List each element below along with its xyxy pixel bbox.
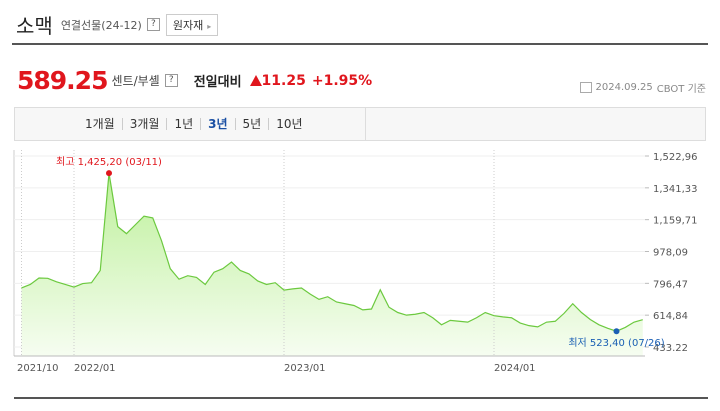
y-tick-label: 1,522,96 [653, 152, 698, 163]
y-tick-label: 614,84 [653, 311, 688, 322]
button-label: 원자재 [172, 18, 204, 32]
y-tick-label: 796,47 [653, 279, 688, 290]
divider [14, 397, 708, 399]
y-tick-label: 1,341,33 [653, 184, 698, 195]
tab[interactable]: 5년 [234, 118, 269, 130]
calendar-icon [579, 82, 592, 93]
y-tick-label: 433.22 [653, 343, 688, 354]
y-tick-label: 978,09 [653, 248, 688, 259]
area [21, 173, 643, 356]
divider [12, 43, 708, 45]
up-icon [249, 75, 262, 86]
tab[interactable]: 3개월 [121, 118, 167, 130]
tab-list: 1개월 3개월 1년 3년 5년 10년 [78, 118, 310, 130]
change: 11.25 [261, 72, 306, 89]
category-button[interactable]: 원자재 ▸ [165, 13, 219, 36]
help-icon[interactable]: ? [146, 18, 160, 31]
x-tick-label: 2022/01 [74, 363, 116, 374]
tab-bar: 1개월 3개월 1년 3년 5년 10년 [14, 107, 706, 141]
y-tick-label: 1,159,71 [653, 216, 698, 227]
x-tick-label: 2024/01 [494, 363, 536, 374]
arrow-icon: ▸ [207, 21, 212, 31]
unit: 센트/부셸 [111, 74, 160, 88]
timestamp: 2024.09.25 CBOT 기준 [579, 80, 706, 95]
low-label: 최저 523,40 (07/26) [568, 337, 664, 349]
header: 소맥 연결선물(24-12) ? 원자재 ▸ [16, 10, 219, 39]
x-tick-label: 2023/01 [284, 363, 326, 374]
date: 2024.09.25 [595, 82, 653, 93]
line [21, 173, 643, 332]
change-label: 전일대비 [193, 75, 242, 90]
price: 589.25 [17, 66, 108, 95]
low-point [613, 328, 620, 335]
source: CBOT 기준 [656, 84, 706, 95]
tab[interactable]: 1개월 [85, 117, 115, 131]
x-tick-label: 2021/10 [17, 363, 59, 374]
tab[interactable]: 1년 [166, 118, 200, 130]
subtitle: 연결선물(24-12) [60, 18, 142, 32]
help-icon[interactable]: ? [164, 74, 178, 87]
high-point [106, 170, 112, 177]
price-row: 589.25 센트/부셸 ? 전일대비 11.25 +1.95% [17, 66, 372, 95]
tab-divider [365, 108, 366, 140]
title: 소맥 [16, 14, 53, 38]
high-label: 최고 1,425,20 (03/11) [56, 156, 162, 168]
change-percent: +1.95% [311, 72, 373, 89]
tab[interactable]: 10년 [268, 118, 309, 130]
tab[interactable]: 3년 [200, 118, 234, 130]
